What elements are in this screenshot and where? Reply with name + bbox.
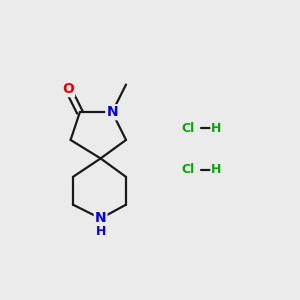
Text: N: N <box>106 105 118 119</box>
Text: N: N <box>95 212 106 226</box>
Text: O: O <box>62 82 74 96</box>
Text: Cl: Cl <box>182 122 195 135</box>
Text: Cl: Cl <box>182 164 195 176</box>
Text: H: H <box>95 225 106 238</box>
Text: H: H <box>211 122 221 135</box>
Text: H: H <box>211 164 221 176</box>
